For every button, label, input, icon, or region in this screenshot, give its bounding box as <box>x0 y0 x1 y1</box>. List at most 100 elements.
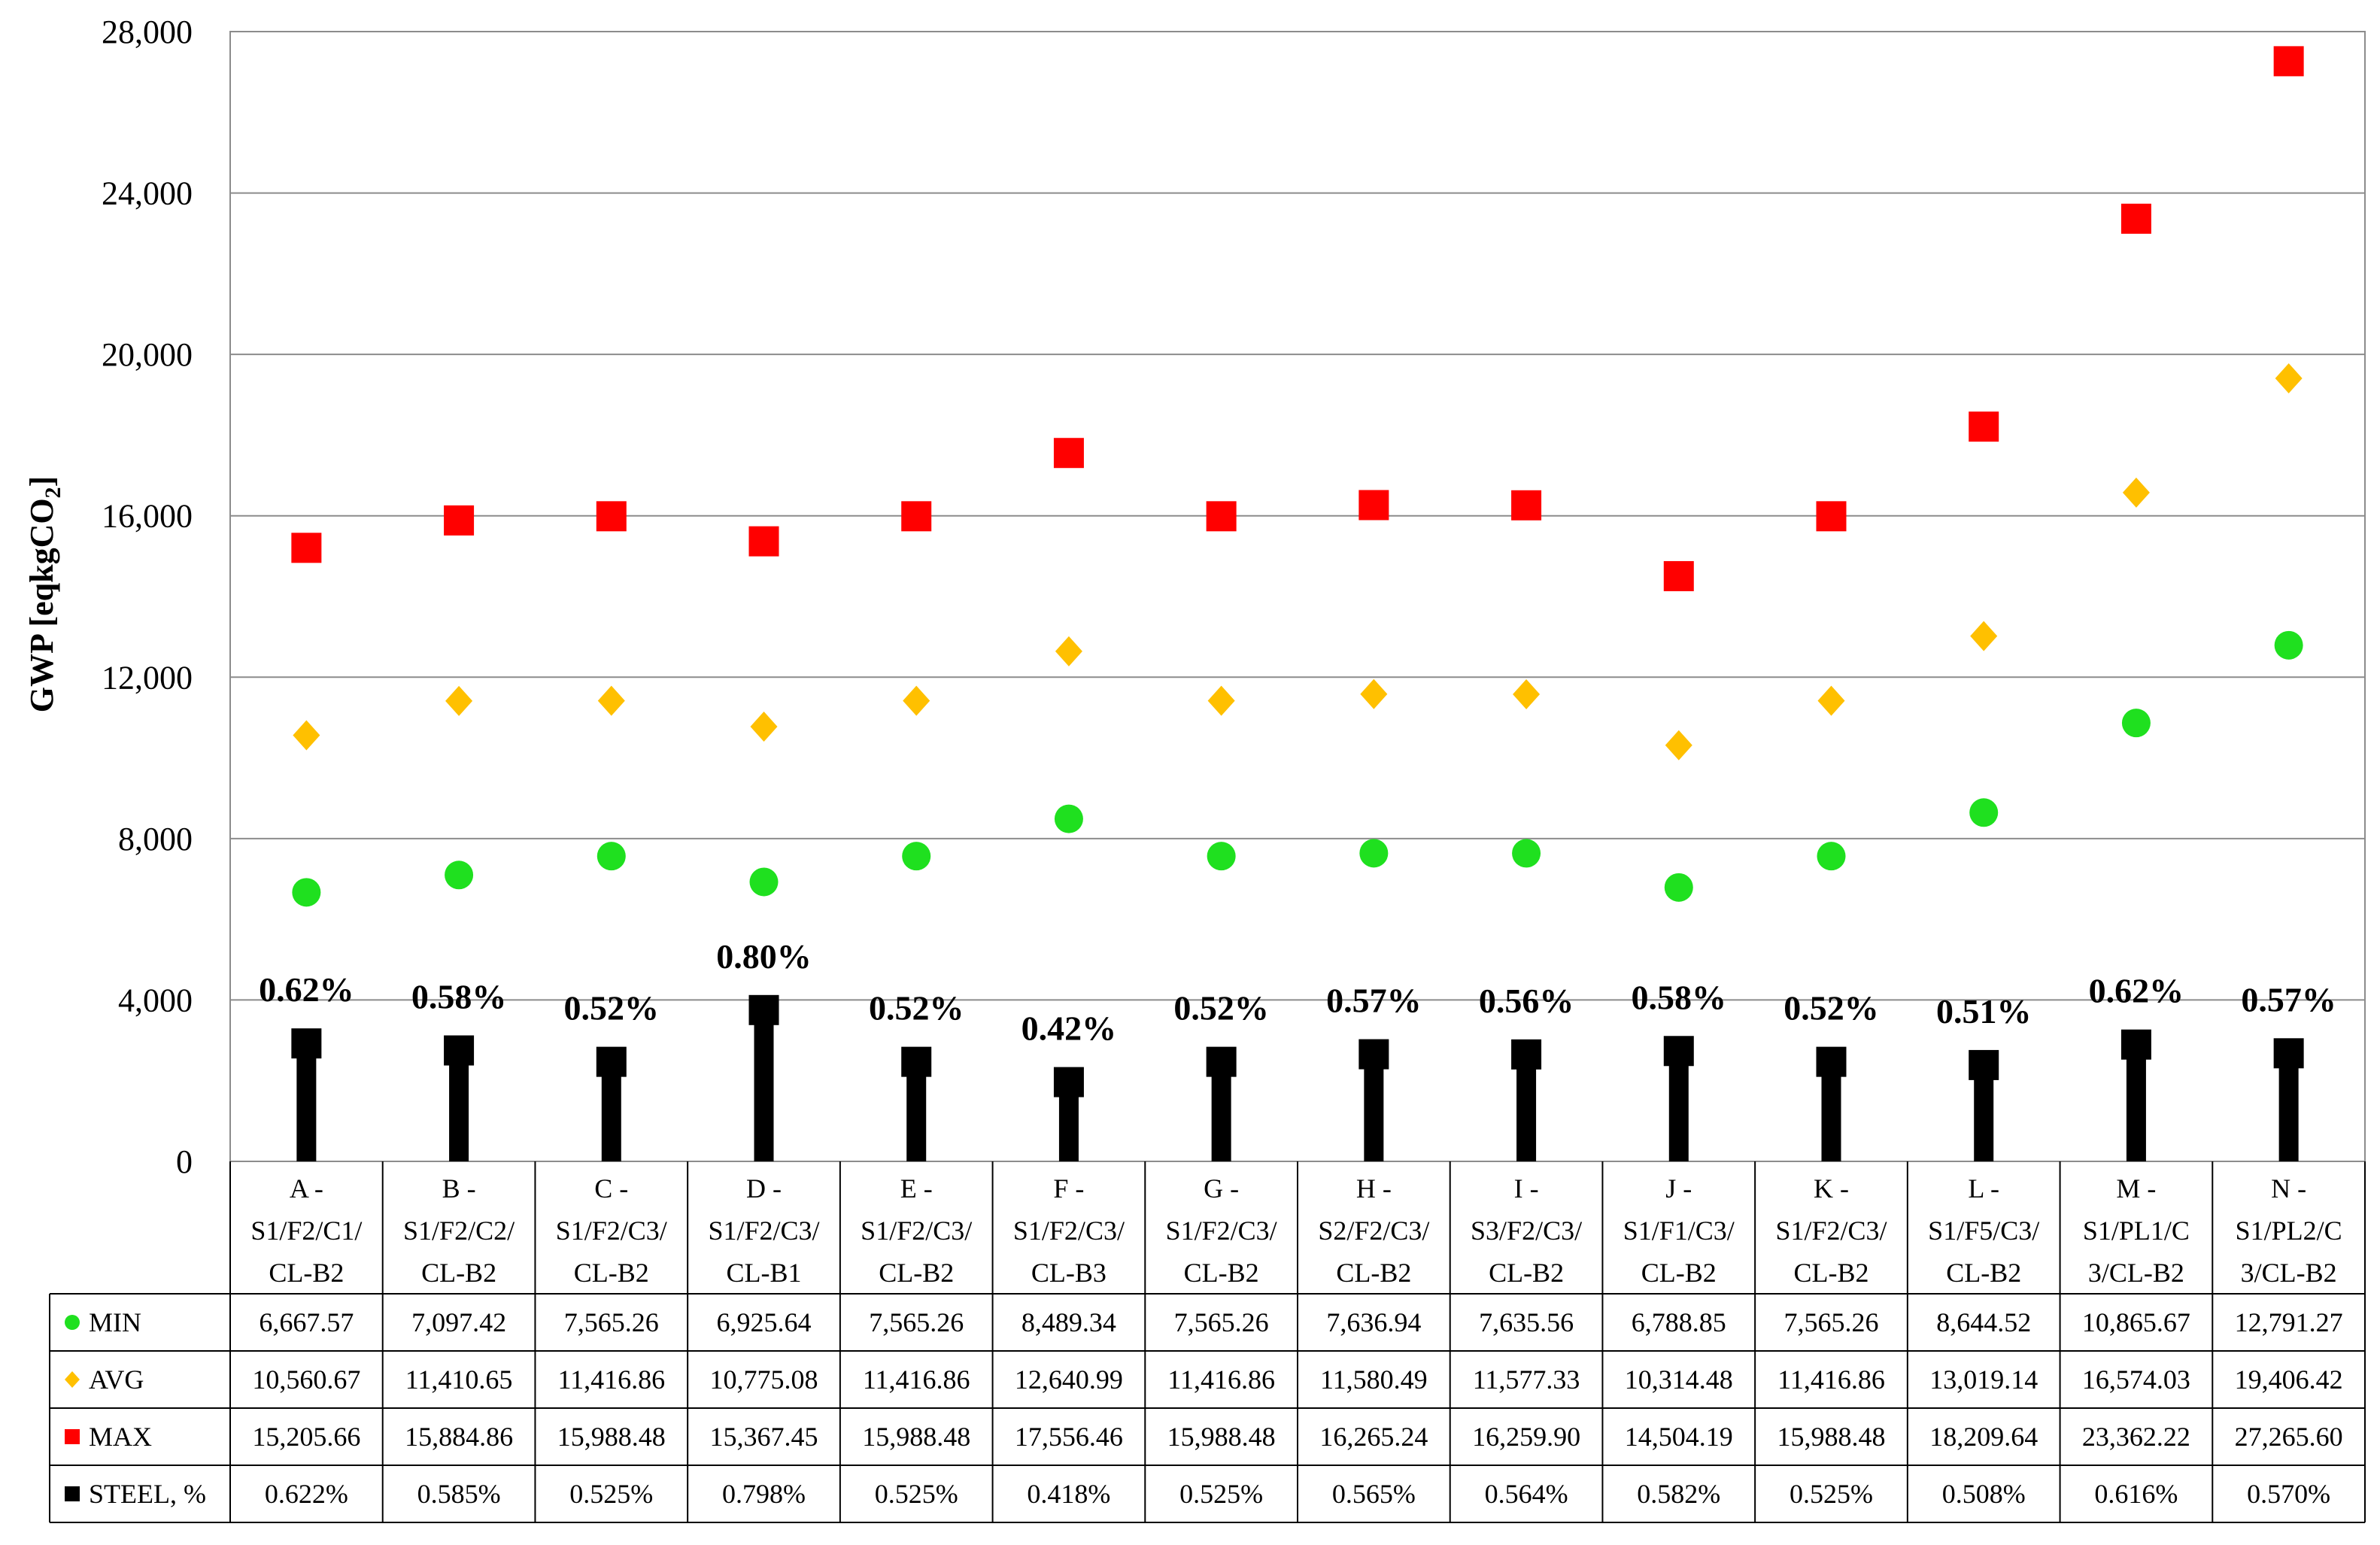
y-axis-label: GWP [eqkgCO2] <box>23 476 65 712</box>
category-label: S1/F2/C2/ <box>403 1216 515 1246</box>
steel-marker <box>1663 1036 1694 1067</box>
steel-marker <box>1053 1067 1084 1097</box>
max-marker <box>2120 203 2151 234</box>
category-label: D - <box>746 1173 782 1204</box>
table-cell: 11,416.86 <box>863 1364 970 1395</box>
table-cell: 15,988.48 <box>1167 1422 1276 1452</box>
table-cell: 0.564% <box>1485 1479 1568 1509</box>
y-tick-label: 0 <box>176 1143 193 1180</box>
avg-marker <box>1207 685 1235 716</box>
table-cell: 14,504.19 <box>1625 1422 1733 1452</box>
table-row-label: MAX <box>89 1422 152 1452</box>
steel-stem <box>1821 1061 1841 1161</box>
steel-stem <box>1516 1054 1537 1161</box>
legend-key-avg <box>65 1371 80 1388</box>
steel-point-label: 0.57% <box>1326 982 1422 1020</box>
min-marker <box>902 842 931 871</box>
y-tick-label: 16,000 <box>102 498 193 535</box>
max-marker <box>596 501 627 532</box>
max-marker <box>1969 411 1999 442</box>
y-tick-label: 20,000 <box>102 336 193 373</box>
max-marker <box>1816 501 1847 532</box>
avg-marker <box>2122 477 2150 508</box>
steel-stem <box>2126 1044 2146 1161</box>
table-cell: 0.565% <box>1332 1479 1416 1509</box>
max-marker <box>901 501 932 532</box>
table-cell: 12,640.99 <box>1015 1364 1123 1395</box>
y-tick-label: 28,000 <box>102 14 193 50</box>
steel-point-label: 0.58% <box>1632 978 1727 1016</box>
category-label: J - <box>1665 1173 1692 1204</box>
category-label: CL-B2 <box>269 1258 344 1288</box>
steel-stem <box>449 1050 469 1161</box>
table-cell: 23,362.22 <box>2082 1422 2190 1452</box>
table-cell: 27,265.60 <box>2235 1422 2343 1452</box>
table-cell: 0.582% <box>1637 1479 1720 1509</box>
steel-stem <box>1364 1054 1384 1161</box>
y-tick-label: 4,000 <box>118 982 193 1018</box>
table-cell: 15,988.48 <box>1777 1422 1886 1452</box>
steel-point-label: 0.51% <box>1936 992 2032 1031</box>
steel-point-label: 0.52% <box>869 989 964 1027</box>
table-cell: 11,416.86 <box>557 1364 665 1395</box>
category-label: 3/CL-B2 <box>2088 1258 2184 1288</box>
table-cell: 7,636.94 <box>1326 1307 1421 1337</box>
steel-marker <box>748 994 779 1025</box>
max-marker <box>1053 438 1084 469</box>
table-cell: 19,406.42 <box>2235 1364 2343 1395</box>
category-label: S1/F1/C3/ <box>1623 1216 1735 1246</box>
table-cell: 17,556.46 <box>1015 1422 1123 1452</box>
table-cell: 7,565.26 <box>869 1307 964 1337</box>
table-cell: 10,775.08 <box>710 1364 818 1395</box>
category-label: S1/PL1/C <box>2083 1216 2190 1246</box>
avg-marker <box>597 685 625 716</box>
category-label: M - <box>2116 1173 2156 1204</box>
table-cell: 11,580.49 <box>1320 1364 1428 1395</box>
steel-marker <box>901 1046 932 1077</box>
category-label: CL-B2 <box>1946 1258 2021 1288</box>
category-label: C - <box>594 1173 628 1204</box>
table-cell: 0.418% <box>1027 1479 1110 1509</box>
min-marker <box>749 867 779 897</box>
table-cell: 18,209.64 <box>1929 1422 2038 1452</box>
category-label: S1/F2/C3/ <box>556 1216 667 1246</box>
category-label: I - <box>1514 1173 1539 1204</box>
legend-key-steel <box>65 1486 80 1501</box>
category-label: A - <box>290 1173 323 1204</box>
avg-marker <box>445 685 473 716</box>
avg-marker <box>1665 730 1692 760</box>
table-cell: 15,367.45 <box>710 1422 818 1452</box>
table-cell: 10,560.67 <box>252 1364 360 1395</box>
table-cell: 8,489.34 <box>1022 1307 1116 1337</box>
avg-marker <box>1817 685 1845 716</box>
min-marker <box>597 842 626 871</box>
category-label: F - <box>1053 1173 1084 1204</box>
avg-marker <box>2275 363 2303 393</box>
table-row-label: STEEL, % <box>89 1479 206 1509</box>
avg-marker <box>1970 621 1998 651</box>
steel-marker <box>291 1028 322 1059</box>
table-cell: 16,265.24 <box>1319 1422 1428 1452</box>
category-label: S1/F2/C3/ <box>1775 1216 1887 1246</box>
table-cell: 15,884.86 <box>405 1422 513 1452</box>
table-cell: 6,667.57 <box>259 1307 354 1337</box>
y-tick-label: 24,000 <box>102 175 193 212</box>
table-cell: 16,574.03 <box>2082 1364 2190 1395</box>
category-label: CL-B2 <box>574 1258 649 1288</box>
max-marker <box>748 526 779 557</box>
category-label: CL-B2 <box>421 1258 496 1288</box>
steel-marker <box>1969 1049 1999 1080</box>
min-marker <box>2274 630 2303 660</box>
plot-border <box>229 31 2366 1162</box>
gridlines <box>229 31 2366 1162</box>
steel-marker <box>2120 1029 2151 1060</box>
category-label: S1/F2/C3/ <box>1166 1216 1277 1246</box>
table-cell: 13,019.14 <box>1929 1364 2038 1395</box>
table-cell: 7,565.26 <box>564 1307 659 1337</box>
table-cell: 11,416.86 <box>1167 1364 1275 1395</box>
steel-point-label: 0.62% <box>259 970 354 1009</box>
category-label: E - <box>900 1173 933 1204</box>
category-label: S1/F2/C3/ <box>861 1216 972 1246</box>
steel-stem <box>1668 1051 1689 1161</box>
table-cell: 7,635.56 <box>1479 1307 1574 1337</box>
